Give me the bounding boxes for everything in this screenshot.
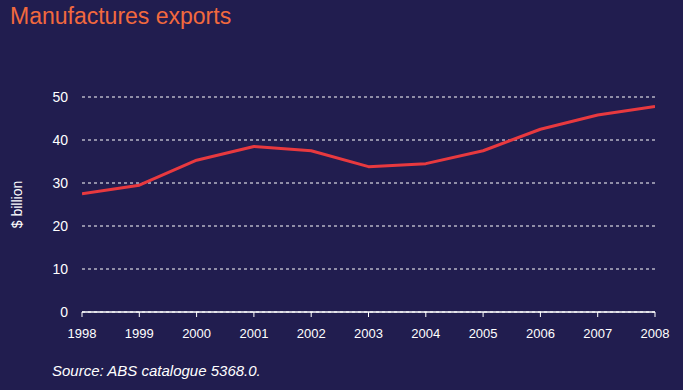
x-tick-label: 2007 (583, 326, 612, 341)
x-tick (483, 312, 484, 317)
y-tick-label: 10 (52, 261, 68, 277)
x-tick (597, 312, 598, 317)
x-tick (655, 312, 656, 317)
x-tick (425, 312, 426, 317)
x-tick (139, 312, 140, 317)
y-tick-label: 0 (60, 304, 68, 320)
x-tick-label: 1998 (68, 326, 97, 341)
data-line (82, 106, 655, 193)
x-tick-label: 1999 (125, 326, 154, 341)
x-tick (253, 312, 254, 317)
x-tick-label: 2002 (297, 326, 326, 341)
x-tick (311, 312, 312, 317)
x-tick-label: 2003 (354, 326, 383, 341)
y-tick-label: 40 (52, 132, 68, 148)
y-tick-label: 50 (52, 89, 68, 105)
source: Source: ABS catalogue 5368.0. (52, 362, 261, 379)
y-tick-label: 30 (52, 175, 68, 191)
x-tick (368, 312, 369, 317)
x-tick-label: 2004 (411, 326, 440, 341)
x-tick (82, 312, 83, 317)
x-tick-label: 2008 (641, 326, 670, 341)
grid-line (82, 225, 655, 226)
x-tick-label: 2001 (239, 326, 268, 341)
grid-line (82, 139, 655, 140)
x-tick-label: 2005 (469, 326, 498, 341)
grid-line (82, 182, 655, 183)
x-tick-label: 2000 (182, 326, 211, 341)
grid-line (82, 268, 655, 269)
x-tick (196, 312, 197, 317)
plot-area (82, 106, 655, 193)
background (0, 0, 683, 390)
x-tick-label: 2006 (526, 326, 555, 341)
chart: Manufactures exports $ billion 0 10 20 30 40 50… (0, 0, 683, 390)
grid-line (82, 96, 655, 97)
x-tick (540, 312, 541, 317)
y-tick-label: 20 (52, 218, 68, 234)
title: Manufactures exports (10, 3, 231, 29)
y-axis-label: $ billion (9, 181, 25, 228)
